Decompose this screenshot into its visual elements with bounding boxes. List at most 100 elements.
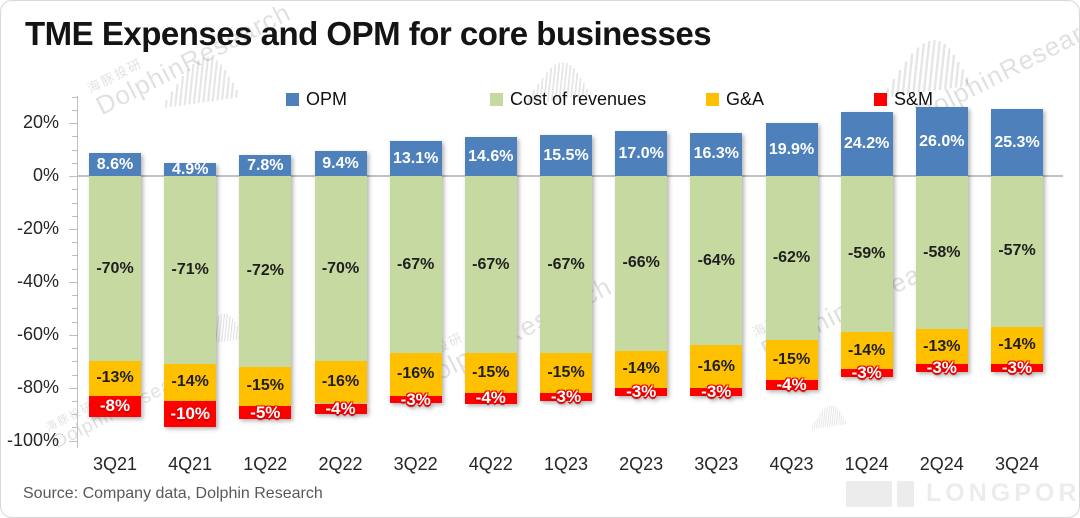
y-tick-major bbox=[69, 176, 77, 177]
bar-segment-cost-of-revenues-4q21: -71% bbox=[164, 176, 217, 364]
bar-label-opm-3q23: 16.3% bbox=[693, 145, 739, 163]
bar-segment-ga-3q23: -16% bbox=[690, 345, 743, 388]
x-label-4q23: 4Q23 bbox=[769, 454, 814, 474]
bar-1q23: 15.5% -67% -15% -3% bbox=[540, 135, 592, 406]
bar-label-cost-of-revenues-4q21: -71% bbox=[171, 260, 209, 278]
bar-segment-ga-4q23: -15% bbox=[765, 340, 818, 380]
bar-segment-sm-3q22: -3% bbox=[389, 390, 442, 409]
bar-segment-sm-2q23: -3% bbox=[615, 382, 668, 401]
y-tick-minor bbox=[72, 109, 77, 111]
legend-item-cost-of-revenues: Cost of revenues bbox=[490, 89, 646, 110]
y-tick-minor bbox=[72, 348, 77, 349]
legend-label-ga: G&A bbox=[726, 89, 765, 109]
bar-label-ga-3q24: -14% bbox=[998, 336, 1036, 354]
x-label-1q24: 1Q24 bbox=[844, 454, 889, 474]
bar-segment-opm-4q23: 19.9% bbox=[765, 123, 818, 176]
y-tick-major bbox=[69, 123, 77, 125]
y-tick-minor bbox=[72, 242, 77, 244]
bar-label-opm-2q24: 26.0% bbox=[919, 132, 965, 150]
y-axis-label-20: 20% bbox=[22, 112, 59, 133]
bar-segment-cost-of-revenues-2q24: -58% bbox=[915, 175, 968, 330]
bar-label-cost-of-revenues-1q24: -59% bbox=[848, 245, 886, 263]
bar-segment-cost-of-revenues-3q21: -70% bbox=[89, 175, 141, 362]
bar-3q22: 13.1% -67% -16% -3% bbox=[389, 141, 442, 409]
bar-segment-ga-3q24: -14% bbox=[991, 326, 1043, 364]
bar-label-opm-3q24: 25.3% bbox=[994, 133, 1040, 151]
bar-segment-ga-4q22: -15% bbox=[464, 353, 517, 394]
bar-segment-ga-2q24: -13% bbox=[915, 329, 968, 364]
y-tick-minor bbox=[72, 414, 77, 416]
y-tick-minor bbox=[72, 295, 77, 297]
x-label-2q22: 2Q22 bbox=[318, 454, 363, 474]
bar-segment-opm-4q22: 14.6% bbox=[464, 137, 517, 176]
y-axis-label--80: -80% bbox=[16, 376, 59, 397]
bar-segment-opm-2q24: 26.0% bbox=[915, 107, 968, 176]
x-label-1q23: 1Q23 bbox=[543, 454, 589, 474]
bar-segment-opm-2q22: 9.4% bbox=[314, 151, 367, 176]
y-tick-minor bbox=[72, 215, 77, 217]
bar-label-cost-of-revenues-1q22: -72% bbox=[246, 262, 284, 280]
bar-2q24: 26.0% -58% -13% -3% bbox=[915, 107, 968, 377]
bar-label-opm-2q22: 9.4% bbox=[322, 154, 359, 172]
bar-label-sm-3q23: -3% bbox=[701, 381, 732, 401]
x-label-3q24: 3Q24 bbox=[994, 454, 1040, 474]
y-tick-minor bbox=[72, 268, 77, 270]
x-label-2q24: 2Q24 bbox=[919, 454, 964, 474]
bar-segment-ga-1q22: -15% bbox=[239, 366, 292, 407]
legend-item-sm: S&M bbox=[874, 89, 933, 110]
bar-label-cost-of-revenues-3q23: -64% bbox=[697, 251, 735, 269]
bar-label-ga-2q22: -16% bbox=[321, 373, 360, 391]
legend-label-cost-of-revenues: Cost of revenues bbox=[510, 89, 647, 109]
legend: OPM Cost of revenues G&A S&M bbox=[1, 89, 1079, 111]
bar-label-sm-1q23: -3% bbox=[550, 386, 582, 406]
bar-label-opm-1q24: 24.2% bbox=[844, 135, 890, 152]
bar-label-ga-1q23: -15% bbox=[547, 364, 585, 382]
bar-segment-sm-3q24: -3% bbox=[991, 358, 1043, 377]
y-tick-minor bbox=[72, 255, 77, 257]
bar-segment-cost-of-revenues-1q23: -67% bbox=[540, 176, 592, 354]
longport-logo-text: LONGPORT bbox=[926, 479, 1080, 507]
bar-segment-cost-of-revenues-4q22: -67% bbox=[464, 175, 517, 354]
longport-logo-mark bbox=[846, 480, 892, 507]
bar-label-cost-of-revenues-3q24: -57% bbox=[998, 242, 1036, 260]
x-label-3q22: 3Q22 bbox=[393, 454, 438, 474]
bar-label-sm-2q22: -4% bbox=[325, 398, 356, 418]
x-label-2q23: 2Q23 bbox=[619, 454, 664, 474]
bar-4q22: 14.6% -67% -15% -4% bbox=[464, 137, 517, 407]
y-tick-minor bbox=[72, 401, 77, 402]
bar-label-opm-1q23: 15.5% bbox=[543, 146, 589, 164]
y-tick-minor bbox=[72, 96, 77, 98]
bar-label-ga-4q23: -15% bbox=[772, 350, 811, 368]
bar-segment-opm-4q21: 4.9% bbox=[164, 161, 217, 178]
bar-label-opm-4q22: 14.6% bbox=[468, 147, 514, 165]
longport-logo-mark bbox=[897, 480, 914, 507]
bar-segment-ga-2q22: -16% bbox=[314, 361, 367, 404]
bar-segment-cost-of-revenues-2q23: -66% bbox=[615, 176, 668, 351]
bar-label-opm-3q21: 8.6% bbox=[96, 155, 134, 173]
bar-label-opm-2q23: 17.0% bbox=[618, 144, 664, 162]
bar-segment-opm-3q22: 13.1% bbox=[389, 141, 442, 176]
y-tick-major bbox=[69, 281, 77, 283]
bar-label-sm-1q24: -3% bbox=[851, 363, 882, 383]
bar-label-ga-3q22: -16% bbox=[397, 365, 435, 383]
bar-segment-opm-3q23: 16.3% bbox=[690, 132, 743, 176]
bar-segment-opm-1q23: 15.5% bbox=[540, 135, 592, 176]
bar-label-cost-of-revenues-3q21: -70% bbox=[96, 259, 134, 277]
legend-swatch-opm bbox=[286, 93, 299, 106]
bar-label-ga-1q22: -15% bbox=[246, 377, 284, 395]
y-tick-minor bbox=[72, 202, 77, 204]
bar-label-opm-4q23: 19.9% bbox=[768, 140, 815, 158]
bar-label-sm-3q21: -8% bbox=[99, 396, 131, 416]
bar-segment-sm-2q22: -4% bbox=[314, 399, 367, 418]
bar-3q24: 25.3% -57% -14% -3% bbox=[991, 109, 1043, 377]
bar-label-ga-4q21: -14% bbox=[171, 373, 209, 391]
bar-label-cost-of-revenues-4q23: -62% bbox=[772, 249, 811, 267]
bar-2q23: 17.0% -66% -14% -3% bbox=[615, 131, 668, 401]
y-axis-label--40: -40% bbox=[16, 270, 59, 291]
bar-segment-cost-of-revenues-3q23: -64% bbox=[690, 175, 743, 346]
bar-segment-cost-of-revenues-3q22: -67% bbox=[389, 175, 442, 354]
bar-label-sm-4q21: -10% bbox=[170, 404, 211, 424]
bar-segment-sm-1q22: -5% bbox=[239, 403, 292, 422]
y-tick-minor bbox=[72, 308, 77, 310]
